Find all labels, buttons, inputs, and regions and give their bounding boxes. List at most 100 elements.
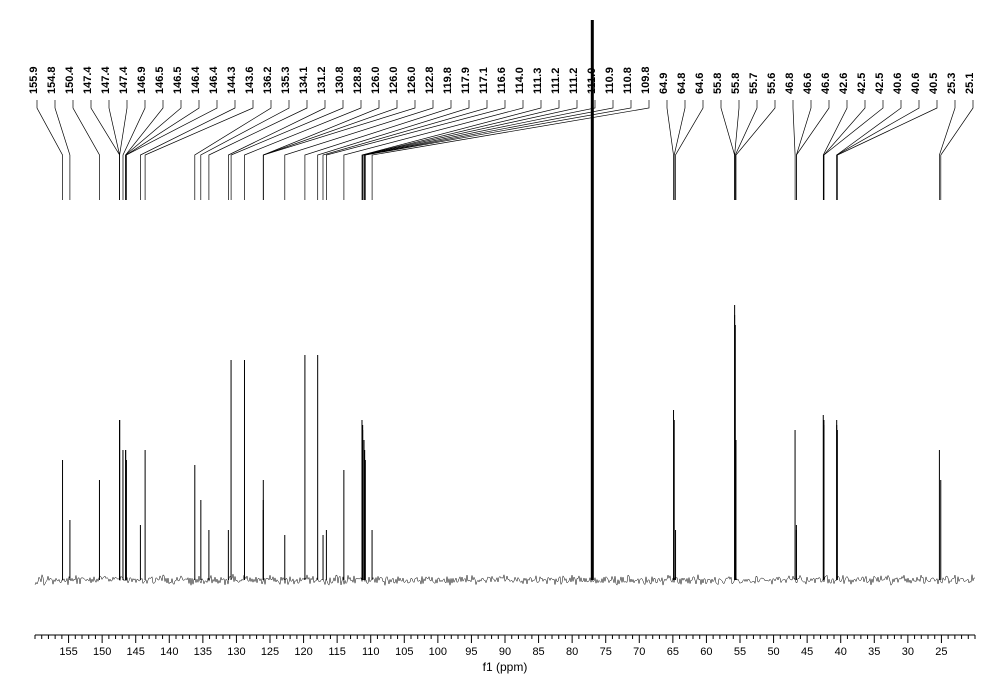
peak-label: 146.4 [190, 66, 202, 94]
peak-label: 143.6 [244, 66, 256, 94]
peak-connector [326, 100, 505, 200]
x-tick-label: 25 [935, 646, 947, 658]
peak-label: 64.8 [676, 73, 688, 94]
peak-connector [667, 100, 674, 200]
peak-label: 111.3 [532, 68, 544, 94]
peak-label: 55.6 [766, 73, 778, 94]
peak-connector [126, 100, 199, 200]
peak-connector [245, 100, 362, 200]
peak-label: 111.2 [568, 68, 580, 94]
peak-label: 128.8 [352, 66, 364, 94]
x-tick-label: 110 [362, 646, 380, 658]
x-tick-label: 85 [532, 646, 544, 658]
peak-connector [372, 100, 649, 200]
peak-connector [323, 100, 487, 200]
peak-connector [209, 100, 307, 200]
peak-label: 109.8 [640, 66, 652, 94]
x-tick-label: 75 [600, 646, 612, 658]
x-tick-label: 65 [667, 646, 679, 658]
peak-label: 130.8 [334, 66, 346, 94]
peak-label: 126.0 [388, 66, 400, 94]
peak-label: 40.6 [910, 73, 922, 94]
peak-label: 154.8 [46, 66, 58, 94]
peak-label: 55.8 [712, 73, 724, 94]
baseline-noise [35, 574, 975, 585]
peak-label: 46.8 [784, 73, 796, 94]
x-tick-label: 130 [227, 646, 245, 658]
peak-label: 146.4 [208, 66, 220, 94]
x-tick-label: 155 [59, 646, 77, 658]
peak-connector [263, 100, 397, 200]
spectrum-svg: 155.9 154.8 150.4 147.4 147.4 147.4 146.9 146.5… [0, 0, 1000, 700]
peak-connector [837, 100, 937, 200]
peak-label: 64.6 [694, 73, 706, 94]
peak-connector [941, 100, 973, 200]
peak-label: 136.2 [262, 66, 274, 94]
peak-connector [796, 100, 811, 200]
peak-label: 119.8 [442, 67, 454, 94]
peak-label: 146.5 [172, 66, 184, 94]
peak-label: 116.6 [496, 67, 508, 94]
peak-label: 155.9 [28, 66, 40, 94]
peak-connector [939, 100, 955, 200]
peak-label: 126.0 [370, 66, 382, 94]
x-tick-label: 105 [395, 646, 413, 658]
peak-label: 46.6 [802, 73, 814, 94]
peak-connector [837, 100, 919, 200]
peak-label: 40.5 [928, 73, 940, 94]
peak-connector [285, 100, 433, 200]
peak-label: 147.4 [82, 66, 94, 94]
x-tick-label: 90 [499, 646, 511, 658]
peak-connector [824, 100, 883, 200]
x-tick-label: 115 [328, 646, 346, 658]
peak-label: 111.2 [550, 68, 562, 94]
peak-label: 146.9 [136, 66, 148, 94]
peak-connector [736, 100, 775, 200]
peak-label: 117.9 [460, 67, 472, 94]
peak-label: 42.6 [838, 73, 850, 94]
peak-label: 55.8 [730, 73, 742, 94]
peak-label: 25.3 [946, 73, 958, 94]
peak-label: 122.8 [424, 66, 436, 94]
peak-label: 25.1 [964, 73, 976, 94]
x-tick-label: 40 [835, 646, 847, 658]
peak-connector [37, 100, 63, 200]
peak-label: 134.1 [298, 66, 310, 94]
x-tick-label: 70 [633, 646, 645, 658]
peak-label: 147.4 [100, 66, 112, 94]
x-tick-label: 125 [261, 646, 279, 658]
peak-connector [676, 100, 704, 200]
x-tick-label: 80 [566, 646, 578, 658]
peak-label: 110.8 [622, 67, 634, 94]
peak-label: 144.3 [226, 66, 238, 94]
peak-label: 146.5 [154, 66, 166, 94]
peak-label: 42.5 [874, 73, 886, 94]
peak-connector [837, 100, 901, 200]
peak-label: 135.3 [280, 66, 292, 94]
x-tick-label: 50 [767, 646, 779, 658]
peak-connector [195, 100, 271, 200]
x-tick-label: 35 [868, 646, 880, 658]
peak-label: 126.0 [406, 66, 418, 94]
peak-label: 150.4 [64, 66, 76, 94]
peak-label: 114.0 [514, 67, 526, 94]
peak-label: 117.1 [478, 67, 490, 94]
nmr-spectrum: { "chart": { "type": "nmr-spectrum", "wi… [0, 0, 1000, 700]
peak-label: 131.2 [316, 66, 328, 94]
peak-label: 40.6 [892, 73, 904, 94]
peak-connector [721, 100, 735, 200]
x-tick-label: 95 [465, 646, 477, 658]
peak-connector [793, 100, 795, 200]
x-tick-label: 150 [93, 646, 111, 658]
x-tick-label: 135 [194, 646, 212, 658]
peak-connector [344, 100, 523, 200]
x-axis-title: f1 (ppm) [483, 660, 528, 674]
peak-label: 55.7 [748, 73, 760, 94]
peak-label: 147.4 [118, 66, 130, 94]
x-tick-label: 30 [902, 646, 914, 658]
peak-connector [91, 100, 120, 200]
solvent-peak [591, 20, 594, 580]
peak-label: 110.9 [604, 67, 616, 94]
x-tick-label: 100 [429, 646, 447, 658]
peak-label: 64.9 [658, 73, 670, 94]
